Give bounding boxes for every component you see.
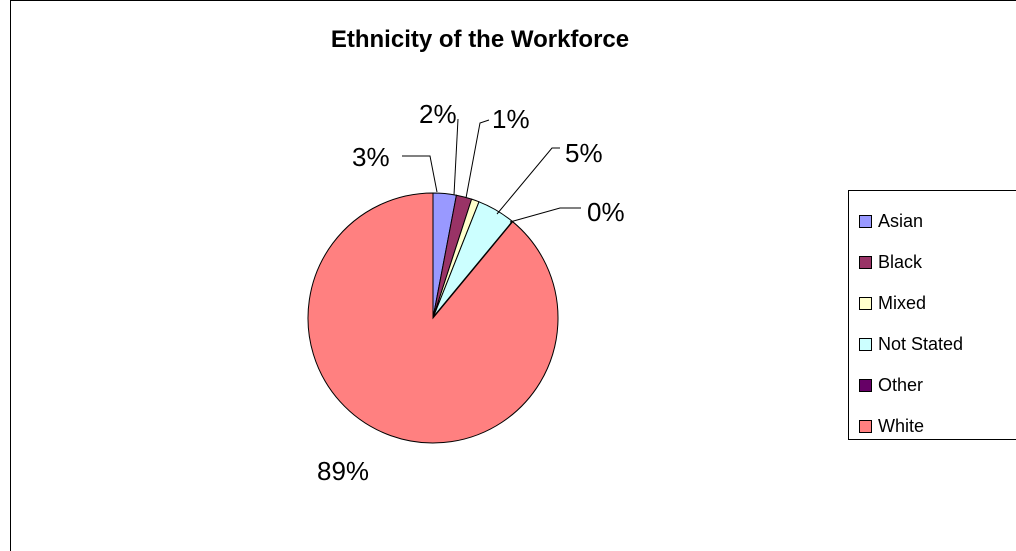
pie-slice-white bbox=[307, 192, 559, 444]
data-label: 1% bbox=[492, 104, 530, 134]
legend-swatch bbox=[859, 337, 872, 351]
legend-label: Mixed bbox=[878, 292, 927, 313]
legend-label: Black bbox=[878, 251, 923, 272]
legend-item: Mixed bbox=[859, 292, 926, 314]
legend-item: Black bbox=[859, 251, 922, 273]
chart-area bbox=[10, 0, 1016, 551]
leader-line bbox=[402, 155, 438, 193]
legend-label: Not Stated bbox=[878, 333, 964, 354]
leader-line bbox=[496, 147, 560, 215]
data-label: 0% bbox=[587, 197, 625, 227]
data-label: 3% bbox=[352, 142, 390, 172]
legend-label: Asian bbox=[878, 210, 924, 231]
legend-swatch bbox=[859, 419, 872, 433]
data-label: 5% bbox=[565, 138, 603, 168]
legend-swatch bbox=[859, 214, 872, 228]
data-label: 2% bbox=[419, 99, 457, 129]
leader-line bbox=[509, 207, 581, 223]
data-label: 89% bbox=[317, 456, 369, 486]
legend: Asian Black Mixed Not Stated Other White bbox=[848, 190, 1016, 440]
legend-item: Asian bbox=[859, 210, 923, 232]
legend-swatch bbox=[859, 255, 872, 269]
leader-line bbox=[453, 118, 459, 196]
leader-line bbox=[465, 119, 490, 199]
legend-item: Other bbox=[859, 374, 923, 396]
legend-label: Other bbox=[878, 374, 924, 395]
legend-item: White bbox=[859, 415, 924, 437]
legend-label: White bbox=[878, 415, 925, 436]
legend-item: Not Stated bbox=[859, 333, 963, 355]
chart-title: Ethnicity of the Workforce bbox=[330, 26, 630, 53]
legend-swatch bbox=[859, 296, 872, 310]
legend-swatch bbox=[859, 378, 872, 392]
